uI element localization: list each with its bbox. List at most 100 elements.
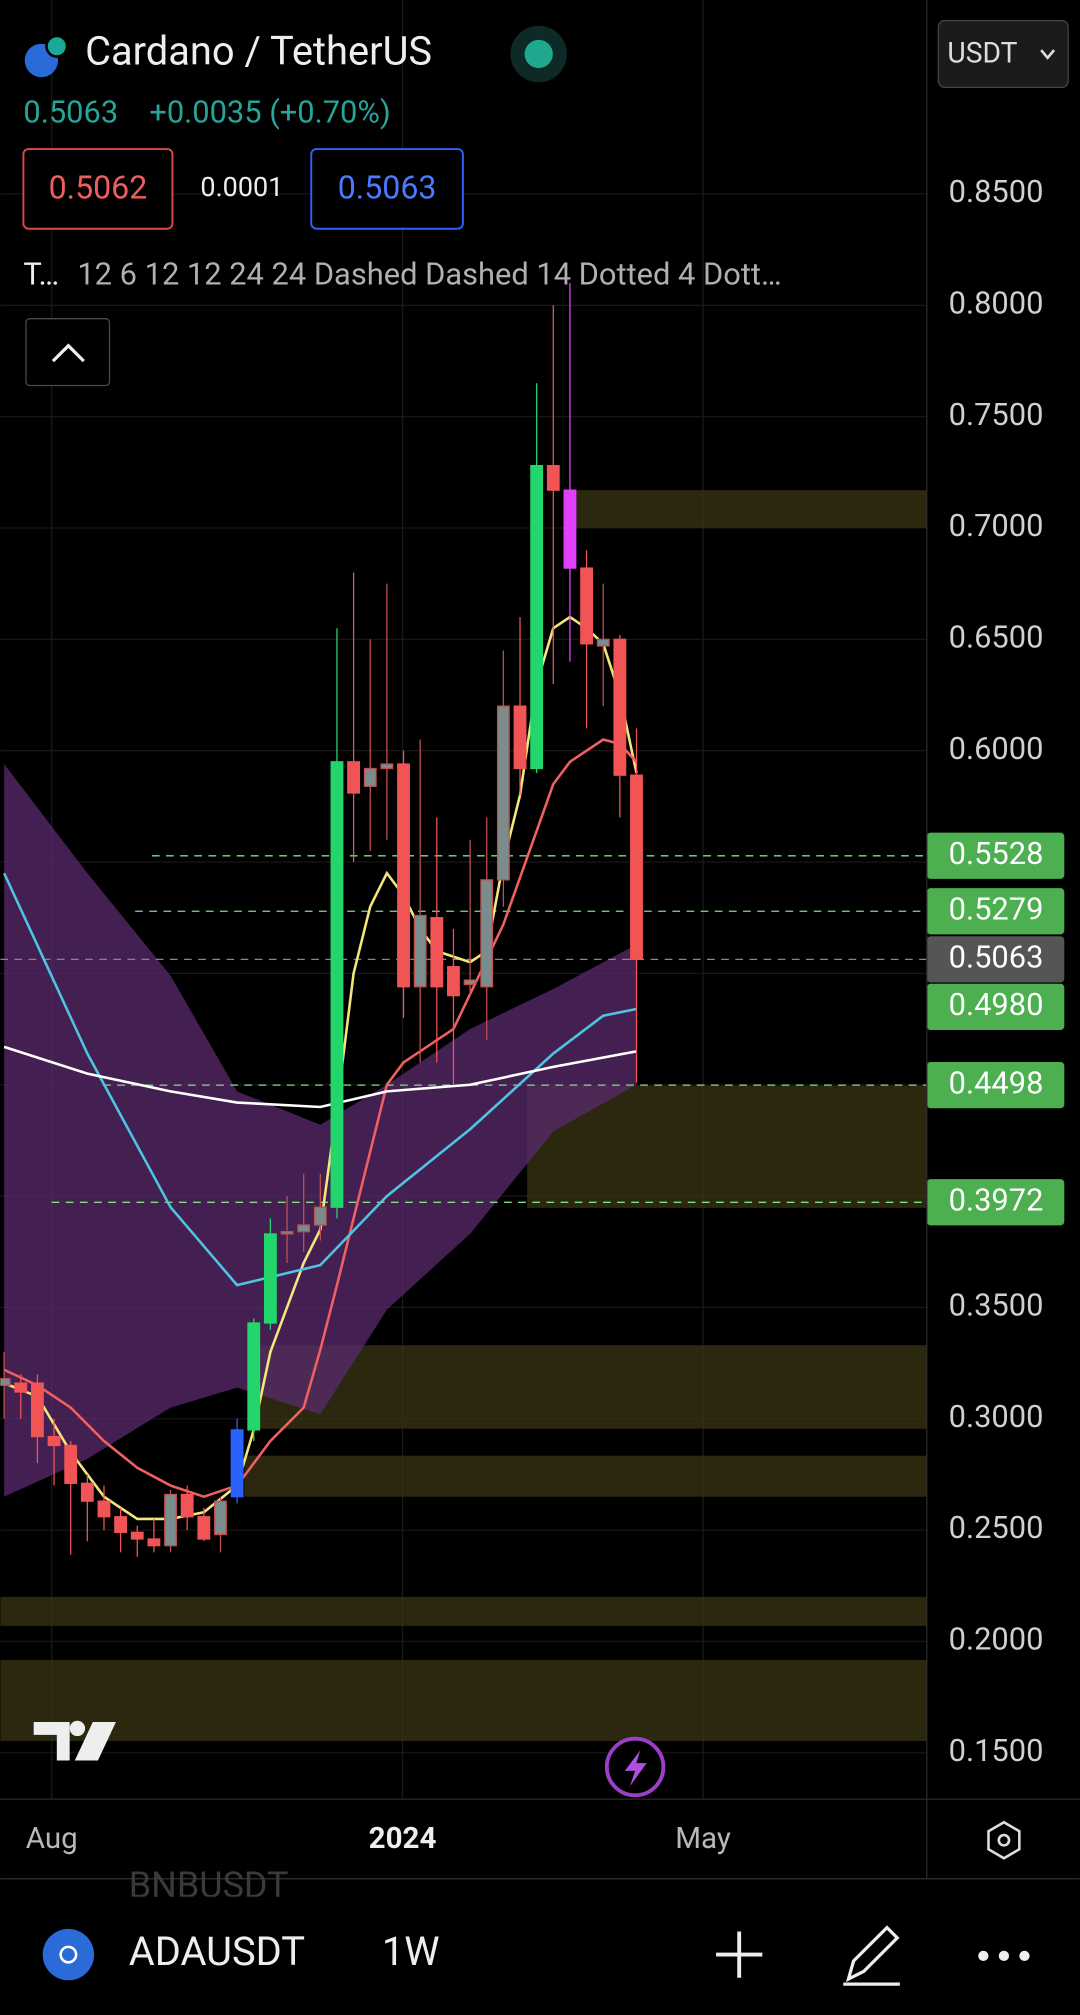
zone xyxy=(0,1659,927,1741)
candle-body xyxy=(363,767,377,787)
sell-button[interactable] xyxy=(22,148,174,230)
candle-body xyxy=(214,1500,227,1536)
coin-badge xyxy=(45,34,69,58)
price-label: 0.5528 xyxy=(949,835,1044,872)
candle-body xyxy=(47,1435,61,1447)
buy-button[interactable] xyxy=(310,148,464,230)
candle-body xyxy=(14,1382,28,1393)
candle-body xyxy=(313,1206,327,1226)
candle-body xyxy=(30,1382,44,1438)
price-label: 0.5063 xyxy=(949,938,1044,975)
candle-body xyxy=(447,966,460,997)
candle-body xyxy=(513,705,527,770)
candle-body xyxy=(630,774,643,960)
y-tick-label: 0.6500 xyxy=(949,618,1044,655)
footer-interval[interactable]: 1W xyxy=(382,1928,440,1975)
candle-body xyxy=(197,1516,211,1540)
candle-body xyxy=(463,979,477,986)
price-label: 0.4498 xyxy=(949,1064,1044,1101)
indicator-name[interactable]: T… xyxy=(23,255,59,292)
settings-dot xyxy=(997,1833,1011,1847)
y-tick-label: 0.2000 xyxy=(949,1621,1044,1658)
candle-body xyxy=(347,761,361,794)
tv-logo xyxy=(33,1722,116,1761)
spread: 0.0001 xyxy=(200,171,283,203)
candle-body xyxy=(546,465,560,491)
footer-coin-icon xyxy=(42,1928,95,1981)
band xyxy=(4,764,637,1497)
candle-body xyxy=(380,763,394,770)
currency-chevron xyxy=(1040,49,1056,60)
price-label: 0.4980 xyxy=(949,986,1044,1023)
price-label-box xyxy=(926,1179,1065,1226)
candle-body xyxy=(613,638,627,776)
candle-body xyxy=(330,761,344,1208)
candle-body xyxy=(480,879,494,988)
y-tick-label: 0.1500 xyxy=(949,1732,1044,1769)
price-label-box xyxy=(926,936,1065,983)
add-button[interactable] xyxy=(716,1931,763,1978)
candle-body xyxy=(413,914,427,988)
candle-body xyxy=(430,917,444,988)
currency-button[interactable] xyxy=(937,19,1069,89)
price-label-box xyxy=(926,1062,1065,1109)
bid-price[interactable]: 0.5062 xyxy=(49,169,148,207)
zone xyxy=(572,490,927,528)
candle-body xyxy=(147,1538,161,1547)
footer-coin-mark xyxy=(59,1945,78,1964)
candle-body xyxy=(230,1429,244,1498)
candle-body xyxy=(297,1224,311,1233)
y-tick-label: 0.8500 xyxy=(949,173,1044,210)
x-tick-label: Aug xyxy=(26,1822,78,1856)
footer-symbol[interactable]: ADAUSDT xyxy=(129,1928,305,1975)
y-tick-label: 0.7500 xyxy=(949,396,1044,433)
y-tick-label: 0.7000 xyxy=(949,507,1044,544)
price-label-box xyxy=(926,983,1065,1031)
currency[interactable]: USDT xyxy=(947,37,1017,70)
candle-body xyxy=(563,489,577,569)
candle-body xyxy=(80,1482,94,1502)
time-axis: Aug 2024 May xyxy=(26,1822,731,1856)
zone xyxy=(244,1455,927,1497)
price-label-box xyxy=(926,832,1065,879)
candle-body xyxy=(596,638,610,647)
more-button[interactable] xyxy=(978,1950,1030,1962)
y-tick-label: 0.8000 xyxy=(949,284,1044,321)
collapse-button[interactable] xyxy=(25,318,111,387)
candle-body xyxy=(114,1516,128,1533)
last-price: 0.5063 xyxy=(23,94,118,131)
tv-logo-dot xyxy=(69,1720,86,1737)
candle-body xyxy=(164,1493,177,1547)
candle-body xyxy=(280,1231,294,1235)
x-tick-label: May xyxy=(675,1822,731,1856)
candle-body xyxy=(397,763,410,988)
lightning-icon xyxy=(624,1750,647,1787)
symbol-title[interactable]: Cardano / TetherUS xyxy=(85,27,432,74)
moving-average xyxy=(2,872,637,1287)
candle-body xyxy=(180,1493,194,1518)
moving-average xyxy=(3,1045,637,1109)
market-status[interactable] xyxy=(524,39,553,69)
ask-price[interactable]: 0.5063 xyxy=(338,169,437,207)
draw-button[interactable] xyxy=(843,1925,900,1986)
price-label-box xyxy=(926,888,1065,935)
candle-body xyxy=(530,465,544,770)
candle-body xyxy=(263,1233,277,1324)
y-tick-label: 0.3000 xyxy=(949,1398,1044,1435)
settings-icon[interactable] xyxy=(987,1820,1021,1860)
zone xyxy=(250,1345,927,1429)
indicator-params[interactable]: 12 6 12 12 24 24 Dashed Dashed 14 Dotted… xyxy=(77,255,781,292)
moving-average xyxy=(3,738,638,1499)
x-tick-label: 2024 xyxy=(369,1822,437,1856)
candle-body xyxy=(97,1500,111,1518)
candle-body xyxy=(0,1378,11,1386)
candle-body xyxy=(580,567,594,645)
price-change: +0.0035 (+0.70%) xyxy=(149,94,390,131)
y-tick-label: 0.6000 xyxy=(949,730,1044,767)
candle-body xyxy=(247,1322,261,1431)
plot-area xyxy=(0,0,927,1800)
collapse-icon xyxy=(51,343,85,363)
price-label: 0.3972 xyxy=(949,1181,1044,1218)
